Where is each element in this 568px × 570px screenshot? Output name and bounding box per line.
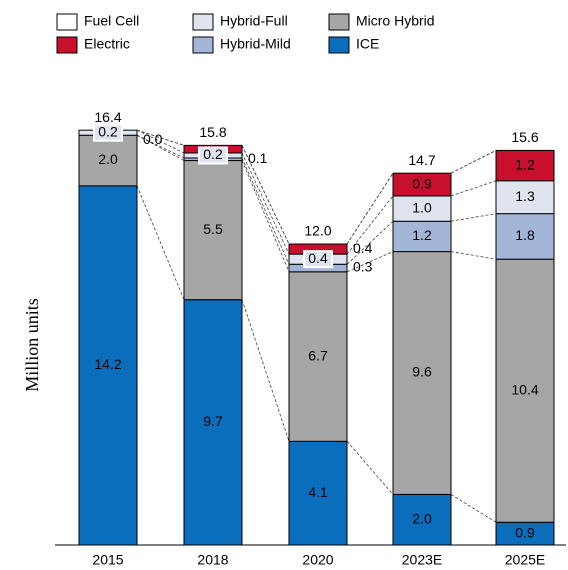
value-label: 0.2	[203, 146, 223, 162]
legend-swatch	[56, 36, 78, 54]
legend-label: Hybrid-Mild	[220, 36, 291, 52]
x-tick-label: 2018	[197, 552, 228, 568]
label-box	[303, 250, 333, 269]
bar-segment	[288, 440, 348, 546]
bar-segment	[495, 149, 555, 182]
value-label: 14.2	[94, 356, 121, 372]
connector	[241, 145, 290, 245]
legend-label: Fuel Cell	[84, 13, 139, 29]
bar-segment	[183, 299, 243, 546]
legend-label: Hybrid-Full	[220, 13, 288, 29]
connector	[346, 220, 394, 265]
value-label: 9.7	[203, 413, 223, 429]
connector	[346, 195, 394, 255]
value-label: 0.9	[515, 524, 535, 540]
connector	[450, 213, 497, 222]
legend-swatch	[328, 36, 350, 54]
total-label: 12.0	[304, 223, 331, 239]
bar-segment	[495, 258, 555, 523]
bar-segment	[392, 220, 452, 253]
label-box	[198, 146, 228, 165]
x-tick-label: 2020	[302, 552, 333, 568]
connector	[136, 129, 185, 146]
legend-label: ICE	[356, 36, 379, 52]
value-label: 1.3	[515, 188, 535, 204]
value-label: 0.4	[353, 240, 373, 256]
bar-segment	[495, 213, 555, 260]
connector	[241, 157, 290, 265]
connector	[346, 172, 394, 245]
bar-segment	[78, 134, 138, 187]
legend-swatch	[192, 13, 214, 31]
connector	[241, 299, 290, 442]
connector	[136, 129, 185, 154]
legend-label: Electric	[84, 36, 130, 52]
connector	[450, 251, 497, 260]
bar-segment	[183, 160, 243, 301]
connector	[136, 185, 185, 300]
bar-segment	[392, 172, 452, 197]
legend-swatch	[192, 36, 214, 54]
x-tick-label: 2015	[92, 552, 123, 568]
value-label: 0.0	[143, 131, 163, 147]
value-label: 1.2	[515, 156, 535, 172]
value-label: 2.0	[98, 151, 118, 167]
value-label: 1.8	[515, 227, 535, 243]
connector	[241, 152, 290, 255]
connector	[241, 160, 290, 272]
bar-segment	[392, 251, 452, 495]
legend-label: Micro Hybrid	[356, 13, 435, 29]
connector	[450, 150, 497, 174]
total-label: 15.6	[511, 129, 538, 145]
y-axis-label: Million units	[22, 298, 42, 392]
connector	[136, 134, 185, 159]
value-label: 5.5	[203, 221, 223, 237]
connector	[346, 441, 394, 495]
connector	[136, 134, 185, 161]
value-label: 10.4	[511, 381, 538, 397]
value-label: 1.2	[412, 227, 432, 243]
value-label: 9.6	[412, 364, 432, 380]
connector	[450, 494, 497, 523]
value-label: 4.1	[308, 484, 328, 500]
bar-segment	[392, 195, 452, 222]
value-label: 0.3	[353, 259, 373, 275]
connector	[346, 251, 394, 273]
connector	[450, 180, 497, 197]
value-label: 1.0	[412, 199, 432, 215]
bar-segment	[392, 493, 452, 546]
value-label: 0.9	[412, 175, 432, 191]
legend-swatch	[328, 13, 350, 31]
total-label: 15.8	[199, 124, 226, 140]
x-tick-label: 2023E	[402, 552, 442, 568]
total-label: 14.7	[408, 152, 435, 168]
value-label: 2.0	[412, 510, 432, 526]
bar-segment	[288, 271, 348, 442]
x-tick-label: 2025E	[505, 552, 545, 568]
value-label: 0.2	[98, 123, 118, 139]
value-label: 6.7	[308, 347, 328, 363]
label-box	[93, 123, 123, 142]
value-label: 0.1	[248, 150, 268, 166]
value-label: 0.4	[308, 250, 328, 266]
legend-swatch	[56, 13, 78, 31]
total-label: 16.4	[94, 109, 121, 125]
